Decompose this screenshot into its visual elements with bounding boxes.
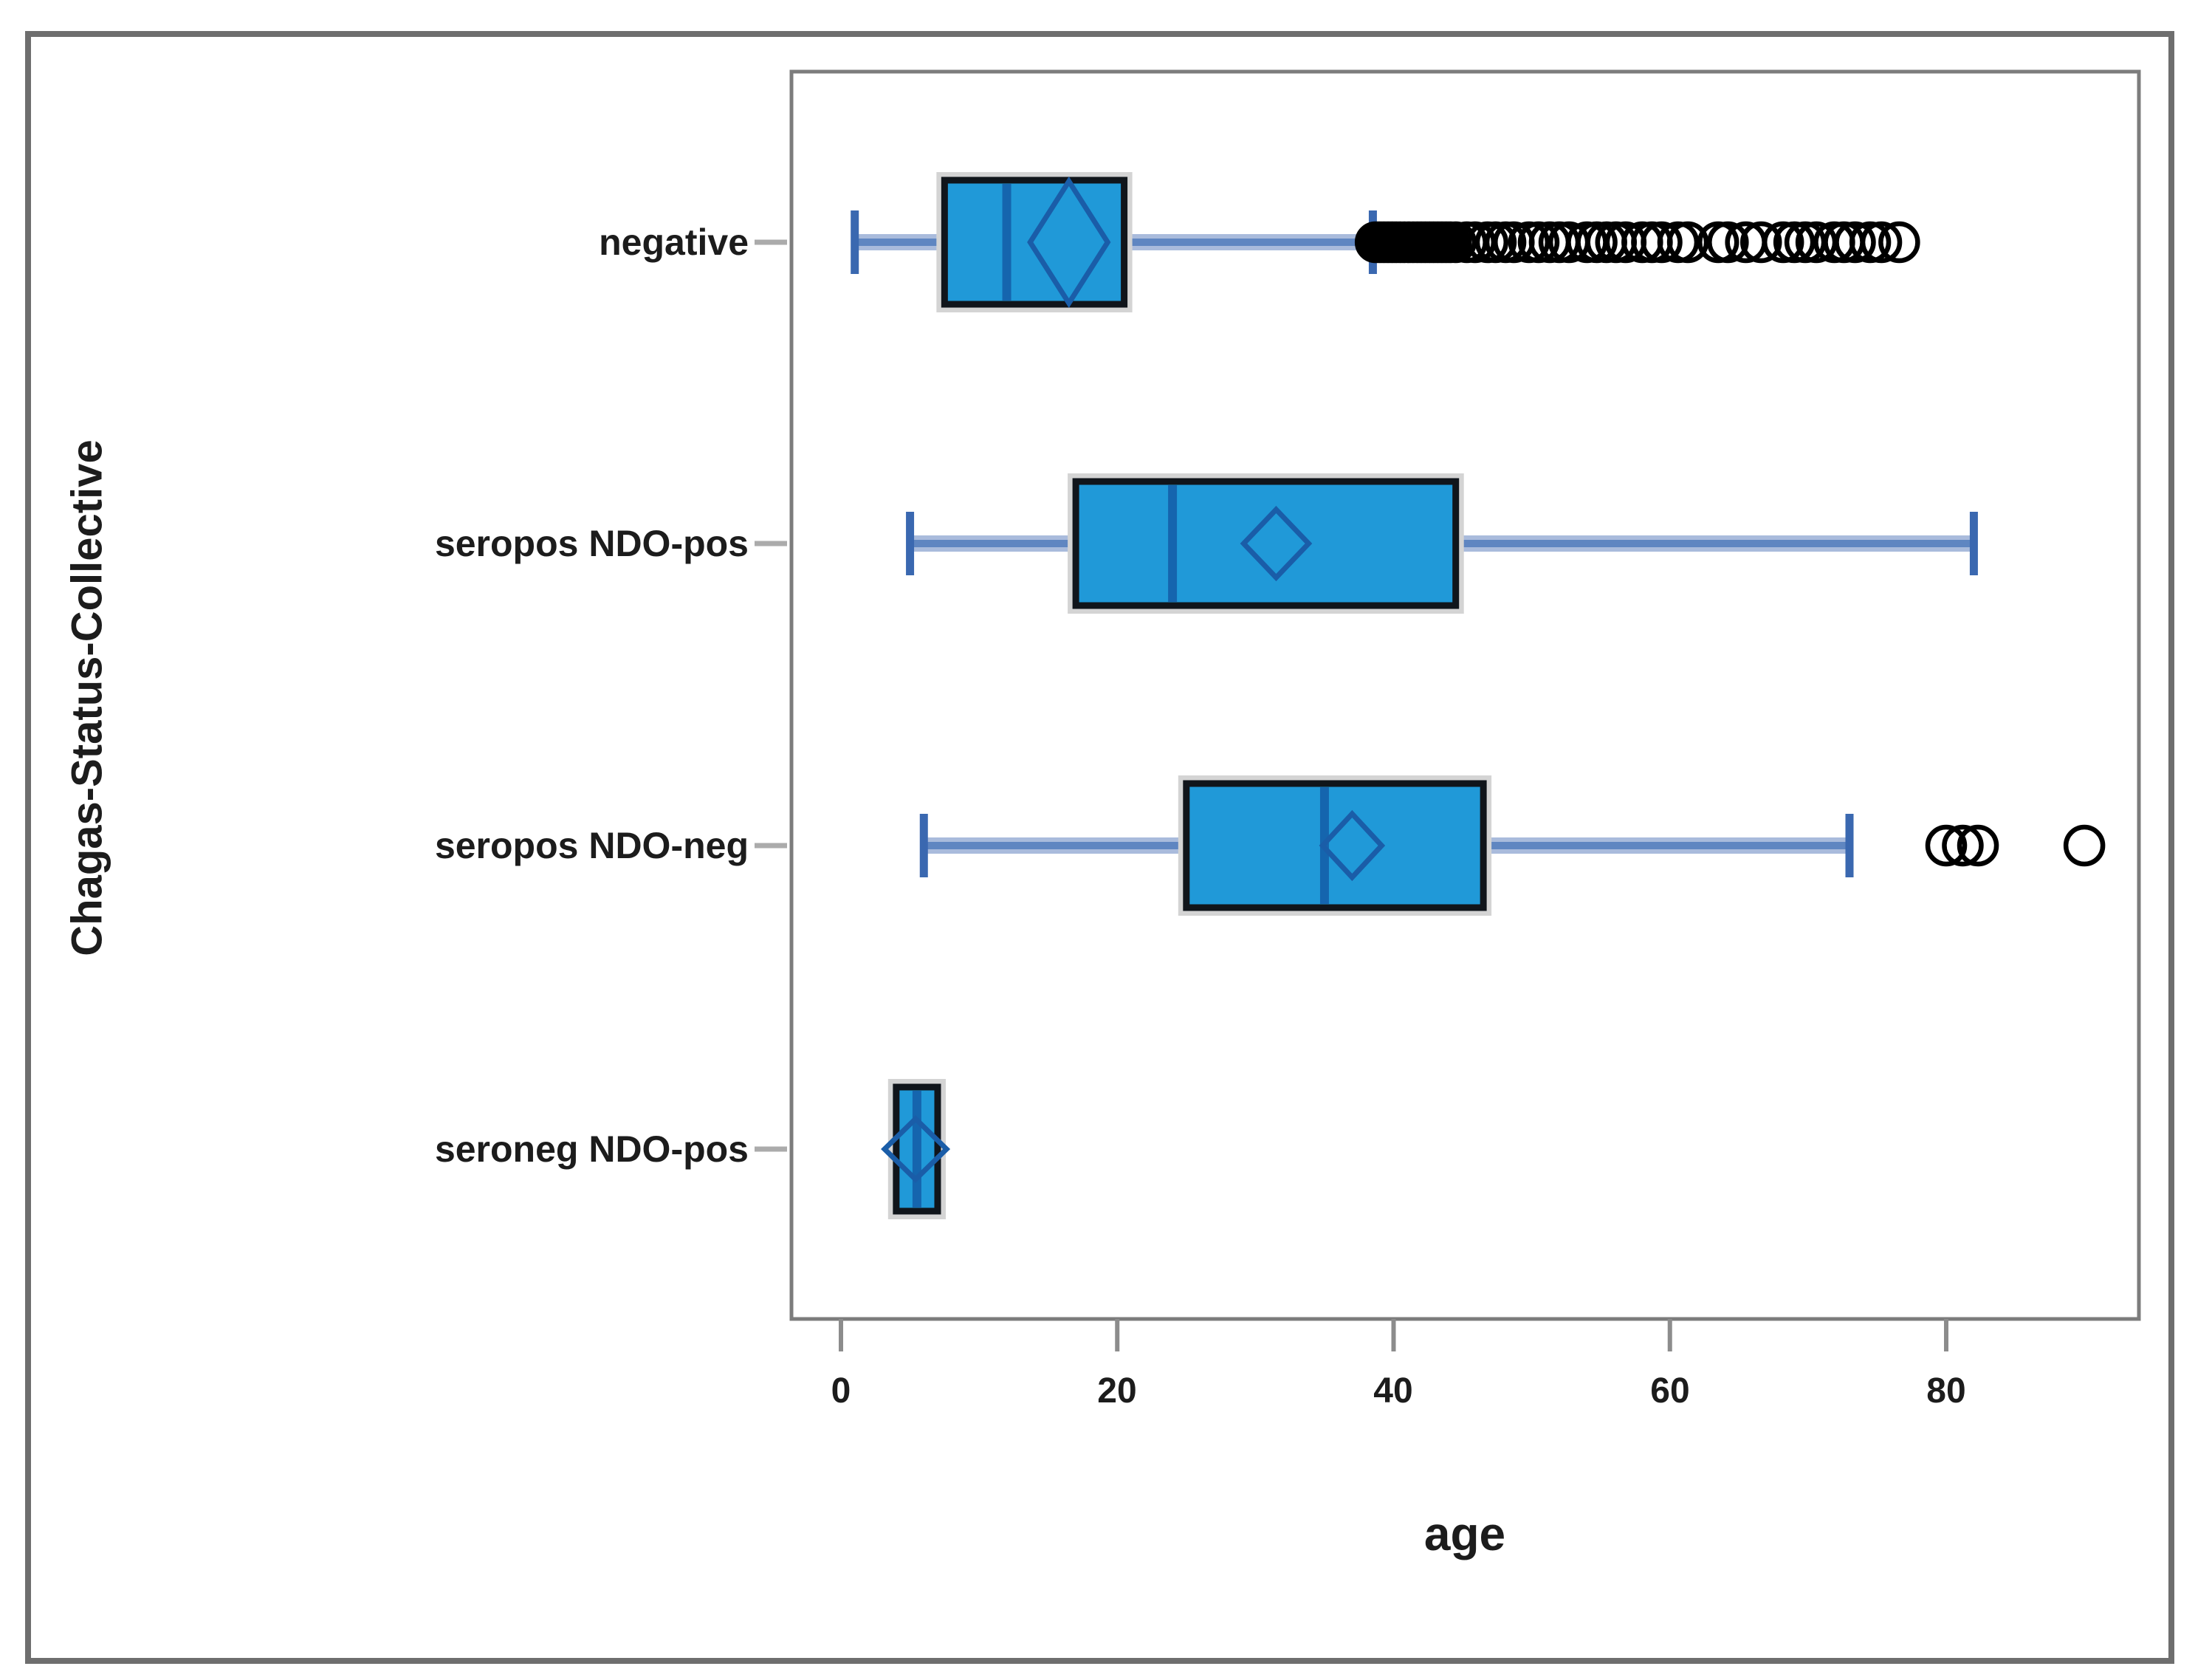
outlier-0 <box>1641 221 1683 264</box>
mean-diamond-2 <box>1319 809 1386 882</box>
mean-diamond-0 <box>1027 176 1111 309</box>
outlier-0 <box>1707 221 1749 264</box>
outlier-2 <box>1925 824 1968 867</box>
x-tick-label-60: 60 <box>1650 1371 1690 1411</box>
category-label-seropos-ndo-pos: seropos NDO-pos <box>434 523 749 564</box>
x-tick-label-20: 20 <box>1097 1371 1137 1411</box>
y-axis-title: Chagas-Status-Collective <box>63 439 111 956</box>
outlier-0 <box>1762 221 1804 264</box>
x-axis-title: age <box>1423 1507 1506 1560</box>
outlier-2 <box>2063 824 2106 867</box>
x-tick-label-0: 0 <box>831 1371 851 1411</box>
outlier-0 <box>1435 221 1477 264</box>
outlier-0 <box>1517 221 1560 264</box>
category-label-seroneg-ndo-pos: seroneg NDO-pos <box>434 1128 749 1170</box>
box-2 <box>1183 780 1487 911</box>
category-label-seropos-ndo-neg: seropos NDO-neg <box>434 825 749 866</box>
outlier-0 <box>1849 221 1892 264</box>
mean-diamond-1 <box>1240 505 1313 582</box>
outlier-0 <box>1834 221 1876 264</box>
outlier-0 <box>1666 221 1709 264</box>
outlier-2 <box>1942 824 1984 867</box>
category-label-negative: negative <box>599 222 749 263</box>
outlier-2 <box>1957 824 1999 867</box>
outlier-0 <box>1878 221 1920 264</box>
box-0 <box>941 177 1128 308</box>
outlier-0 <box>1860 221 1903 264</box>
x-tick-label-80: 80 <box>1926 1371 1966 1411</box>
box-1 <box>1072 478 1460 609</box>
outlier-0 <box>1773 221 1816 264</box>
x-tick-label-40: 40 <box>1373 1371 1413 1411</box>
outlier-0 <box>1740 221 1782 264</box>
mean-diamond-3 <box>881 1115 951 1183</box>
